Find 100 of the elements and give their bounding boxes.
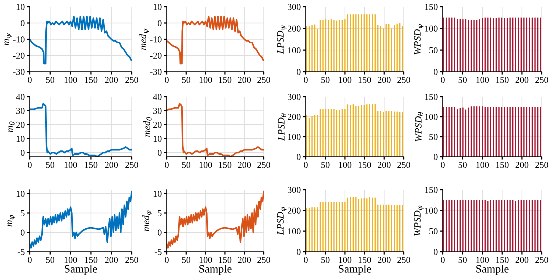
y-tick-label: -5 bbox=[154, 249, 162, 256]
x-tick-label: 0 bbox=[441, 77, 445, 84]
x-tick-label: 100 bbox=[64, 162, 78, 168]
x-tick-label: 150 bbox=[85, 77, 98, 84]
line-series bbox=[167, 191, 264, 249]
x-tick-label: 150 bbox=[358, 162, 372, 168]
y-tick-label: 100 bbox=[288, 47, 301, 54]
x-tick-label: 0 bbox=[441, 257, 445, 264]
x-tick-label: 150 bbox=[219, 162, 232, 168]
y-tick-label: 100 bbox=[288, 134, 301, 140]
y-tick-label: 0 bbox=[20, 20, 25, 26]
y-axis-title: med$_{φ}$ bbox=[142, 210, 152, 232]
y-tick-label: 50 bbox=[430, 47, 438, 54]
x-tick-label: 50 bbox=[322, 257, 330, 264]
y-axis-title: LPSD$_{φ}$ bbox=[277, 207, 287, 236]
y-tick-label: 0 bbox=[20, 230, 25, 236]
y-tick-label: 300 bbox=[288, 187, 301, 194]
y-tick-label: 0 bbox=[158, 20, 162, 26]
x-tick-label: 0 bbox=[28, 77, 32, 84]
x-tick-label: 200 bbox=[378, 257, 391, 264]
y-axis-title: LPSD$_{ψ}$ bbox=[277, 25, 287, 54]
y-axis-title: m$_{φ}$ bbox=[8, 215, 16, 227]
x-tick-label: 0 bbox=[165, 162, 169, 168]
x-tick-label: 50 bbox=[458, 257, 467, 264]
y-tick-label: 100 bbox=[288, 228, 301, 235]
x-tick-label: 200 bbox=[378, 77, 391, 84]
x-tick-label: 50 bbox=[182, 162, 191, 168]
line-series bbox=[30, 16, 132, 65]
x-tick-label: 250 bbox=[126, 162, 138, 168]
y-tick-label: 0 bbox=[434, 69, 438, 76]
x-tick-label: 50 bbox=[182, 77, 191, 84]
x-tick-label: 250 bbox=[536, 257, 548, 264]
y-tick-label: 10 bbox=[154, 191, 162, 198]
y-tick-label: 10 bbox=[16, 191, 25, 198]
x-tick-label: 200 bbox=[238, 77, 252, 84]
y-tick-label: 20 bbox=[154, 122, 162, 128]
y-tick-label: 40 bbox=[16, 94, 25, 100]
x-tick-label: 100 bbox=[476, 162, 490, 168]
y-axis-title: LPSD$_{θ}$ bbox=[278, 114, 286, 141]
x-tick-label: 150 bbox=[219, 257, 232, 264]
y-tick-label: 10 bbox=[16, 4, 25, 10]
y-tick-label: 20 bbox=[16, 122, 25, 128]
y-tick-label: 0 bbox=[158, 150, 162, 156]
x-tick-label: 50 bbox=[46, 162, 55, 168]
y-tick-label: 300 bbox=[288, 4, 301, 10]
y-tick-label: 0 bbox=[434, 154, 438, 160]
line-series bbox=[30, 191, 132, 249]
y-axis-title: WPSD$_{ψ}$ bbox=[414, 24, 424, 55]
x-tick-label: 200 bbox=[516, 77, 529, 84]
x-tick-label: 0 bbox=[28, 257, 32, 264]
x-tick-label: 200 bbox=[238, 257, 252, 264]
x-tick-label: 50 bbox=[182, 257, 191, 264]
y-tick-label: 150 bbox=[425, 187, 438, 194]
x-tick-label: 150 bbox=[85, 257, 98, 264]
x-tick-label: 0 bbox=[165, 257, 169, 264]
x-tick-label: 0 bbox=[28, 162, 32, 168]
x-tick-label: 100 bbox=[476, 77, 490, 84]
x-axis-title: Sample bbox=[200, 265, 232, 276]
x-tick-label: 250 bbox=[258, 257, 270, 264]
y-tick-label: -30 bbox=[150, 69, 162, 76]
x-tick-label: 200 bbox=[105, 77, 118, 84]
y-tick-label: 50 bbox=[430, 134, 438, 140]
y-tick-label: 150 bbox=[425, 4, 438, 10]
y-axis-title: WPSD$_{φ}$ bbox=[414, 206, 424, 236]
y-tick-label: 0 bbox=[158, 230, 162, 236]
y-tick-label: 10 bbox=[154, 136, 162, 142]
y-axis-title: m$_{θ}$ bbox=[8, 122, 15, 132]
x-tick-label: 200 bbox=[378, 162, 391, 168]
x-tick-label: 250 bbox=[398, 257, 410, 264]
x-tick-label: 200 bbox=[516, 257, 529, 264]
y-axis-title: m$_{ψ}$ bbox=[4, 33, 12, 46]
x-tick-label: 250 bbox=[126, 257, 138, 264]
y-tick-label: 50 bbox=[430, 228, 438, 235]
y-tick-label: 200 bbox=[288, 114, 301, 120]
y-tick-label: 100 bbox=[425, 114, 438, 120]
x-tick-label: 100 bbox=[64, 77, 78, 84]
x-tick-label: 100 bbox=[200, 77, 212, 84]
y-tick-label: 200 bbox=[288, 208, 301, 214]
y-tick-label: 0 bbox=[20, 150, 25, 156]
y-tick-label: 5 bbox=[158, 210, 162, 216]
x-tick-label: 150 bbox=[85, 162, 98, 168]
x-tick-label: 150 bbox=[496, 162, 509, 168]
y-tick-label: 40 bbox=[153, 94, 162, 100]
x-tick-label: 250 bbox=[536, 162, 548, 168]
y-tick-label: -30 bbox=[13, 69, 25, 76]
x-tick-label: 150 bbox=[358, 257, 372, 264]
x-tick-label: 0 bbox=[441, 162, 445, 168]
y-tick-label: 10 bbox=[154, 4, 162, 10]
x-tick-label: 250 bbox=[536, 77, 548, 84]
y-tick-label: 200 bbox=[288, 26, 301, 32]
x-axis-title: Sample bbox=[476, 265, 509, 276]
line-series bbox=[167, 16, 264, 65]
x-tick-label: 50 bbox=[322, 162, 330, 168]
x-tick-label: 100 bbox=[339, 162, 352, 168]
x-tick-label: 250 bbox=[258, 77, 270, 84]
x-tick-label: 50 bbox=[458, 162, 467, 168]
x-tick-label: 50 bbox=[322, 77, 330, 84]
y-tick-label: 300 bbox=[288, 94, 301, 100]
x-tick-label: 100 bbox=[339, 257, 352, 264]
x-tick-label: 0 bbox=[304, 77, 308, 84]
